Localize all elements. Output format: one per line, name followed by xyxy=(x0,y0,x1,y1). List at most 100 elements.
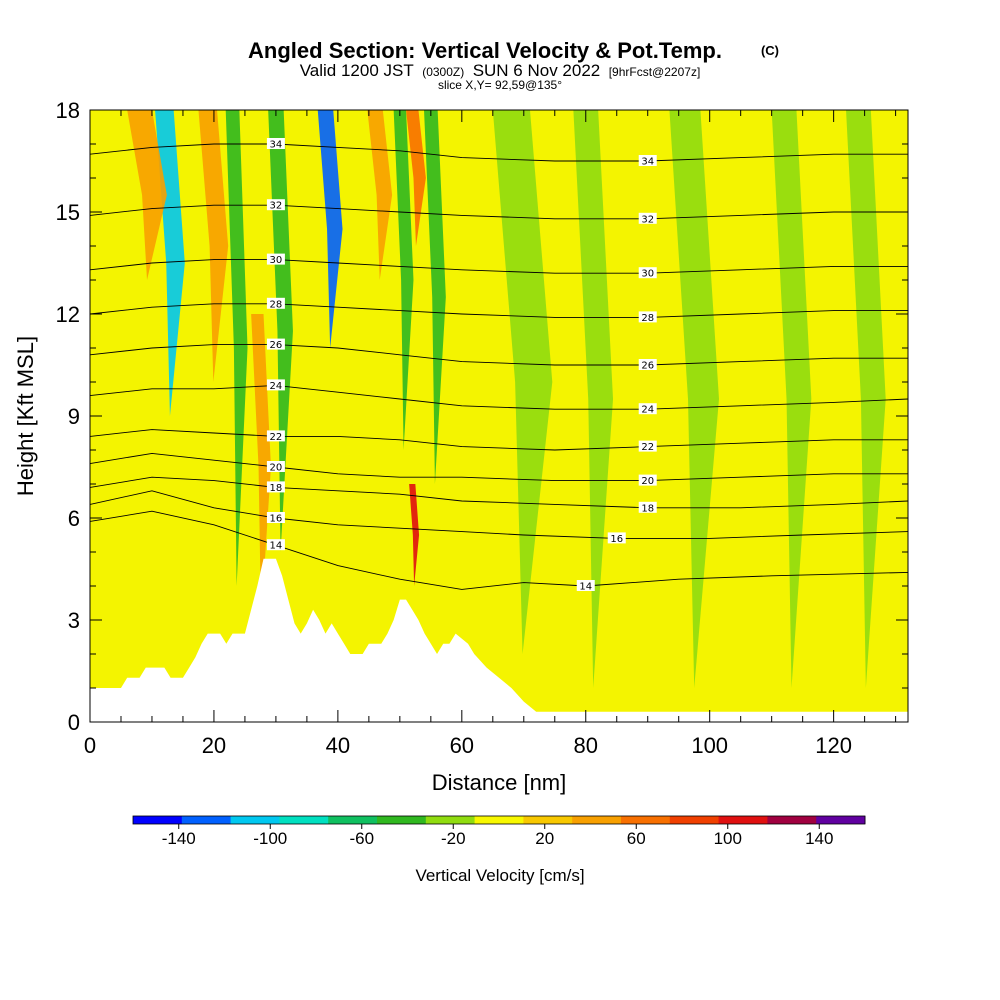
contour-label-bg xyxy=(266,297,285,309)
colorbar-frame xyxy=(132,815,866,825)
x-axis-label: Distance [nm] xyxy=(432,770,567,795)
plot-area: 14 14 16 16 18 18 20 20 22 22 24 24 26 26 28 28 30 30 32 32… xyxy=(90,110,908,722)
velocity-band-14 xyxy=(669,110,719,688)
contour-label-bg xyxy=(266,430,285,442)
colorbar-tick-label: -20 xyxy=(441,829,466,848)
colorbar-swatch xyxy=(279,816,329,824)
contour-30 xyxy=(90,259,908,274)
x-tick-label: 40 xyxy=(326,733,350,758)
y-axis: 0 3 6 9 12 15 18 xyxy=(56,98,908,735)
contour-label-bg xyxy=(638,267,657,279)
contour-26 xyxy=(90,344,908,366)
contour-label-22: 22 xyxy=(270,432,283,443)
contour-label-bg xyxy=(266,512,285,523)
velocity-band-11 xyxy=(406,110,426,246)
velocity-band-10 xyxy=(409,484,420,586)
chart-title: Angled Section: Vertical Velocity & Pot.… xyxy=(248,38,722,63)
subtitle-utc: (0300Z) xyxy=(422,65,464,79)
contour-label-bg xyxy=(266,253,285,265)
colorbar-swatch xyxy=(425,816,476,824)
colorbar-swatch xyxy=(621,816,671,824)
contour-label-30: 30 xyxy=(641,269,654,280)
velocity-band-3 xyxy=(268,110,293,552)
colorbar-swatch xyxy=(816,816,866,824)
velocity-band-8 xyxy=(251,314,271,620)
contour-label-28: 28 xyxy=(641,313,654,324)
x-tick-label: 60 xyxy=(450,733,474,758)
velocity-band-13 xyxy=(573,110,614,688)
colorbar-swatch xyxy=(669,816,720,824)
contour-label-bg xyxy=(266,481,285,493)
x-tick-label: 0 xyxy=(84,733,96,758)
contour-label-30: 30 xyxy=(270,255,283,266)
contour-20 xyxy=(90,452,908,482)
contour-18 xyxy=(90,476,908,509)
contour-label-32: 32 xyxy=(641,214,654,225)
contour-label-24: 24 xyxy=(641,405,654,416)
colorbar-tick-label: -140 xyxy=(162,829,196,848)
contour-label-14: 14 xyxy=(270,541,283,552)
colorbar-swatch xyxy=(377,816,427,824)
y-tick-label: 0 xyxy=(68,710,80,735)
y-tick-label: 18 xyxy=(56,98,80,123)
contour-label-bg xyxy=(638,440,657,452)
velocity-band-2 xyxy=(317,110,343,348)
subtitle-date: SUN 6 Nov 2022 xyxy=(473,61,601,80)
colorbar-swatch xyxy=(767,816,817,824)
x-tick-label: 120 xyxy=(815,733,852,758)
y-tick-label: 15 xyxy=(56,200,80,225)
contour-label-bg xyxy=(576,580,595,591)
colorbar-swatch xyxy=(328,816,378,824)
y-tick-label: 12 xyxy=(56,302,80,327)
velocity-band-4 xyxy=(393,110,414,450)
colorbar-label: Vertical Velocity [cm/s] xyxy=(415,866,584,885)
contour-label-bg xyxy=(638,474,657,486)
contour-label-26: 26 xyxy=(641,361,654,372)
colorbar-swatch xyxy=(718,816,768,824)
y-tick-label: 6 xyxy=(68,506,80,531)
colorbar: -140 -100 -60 -20 20 60 100 140 xyxy=(132,815,866,848)
x-tick-label: 100 xyxy=(691,733,728,758)
velocity-band-7 xyxy=(127,110,167,280)
colorbar-swatch xyxy=(133,816,183,824)
contour-label-bg xyxy=(638,403,657,415)
colorbar-swatch xyxy=(572,816,622,824)
contour-label-34: 34 xyxy=(641,157,654,168)
contour-label-22: 22 xyxy=(641,442,654,453)
colorbar-swatch xyxy=(181,816,232,824)
contour-14 xyxy=(90,510,908,590)
y-tick-label: 3 xyxy=(68,608,80,633)
theta-contours: 14 14 16 16 18 18 20 20 22 22 24 24 26 26 28 28 30 30 32 32… xyxy=(90,138,908,593)
x-tick-label: 80 xyxy=(574,733,598,758)
contour-32 xyxy=(90,204,908,220)
contour-label-bg xyxy=(266,199,285,211)
terrain xyxy=(90,558,908,722)
contour-24 xyxy=(90,384,908,410)
contour-label-bg xyxy=(266,461,285,472)
contour-label-18: 18 xyxy=(270,483,283,494)
x-tick-label: 20 xyxy=(202,733,226,758)
contour-label-16: 16 xyxy=(610,534,623,545)
contour-label-34: 34 xyxy=(270,140,283,151)
velocity-band-12 xyxy=(492,110,553,654)
chart-subtitle-slice: slice X,Y= 92,59@135° xyxy=(438,78,562,92)
velocity-band-16 xyxy=(846,110,886,688)
contour-label-18: 18 xyxy=(641,503,654,514)
colorbar-swatch xyxy=(474,816,524,824)
colorbar-tick-label: 60 xyxy=(627,829,646,848)
colorbar-tick-label: 100 xyxy=(714,829,742,848)
contour-label-26: 26 xyxy=(270,340,283,351)
y-axis-label: Height [Kft MSL] xyxy=(13,336,38,496)
velocity-field xyxy=(127,110,886,688)
contour-label-bg xyxy=(607,532,626,544)
contour-label-bg xyxy=(266,338,285,350)
contour-label-20: 20 xyxy=(270,463,283,474)
chart-subtitle: Valid 1200 JST (0300Z) SUN 6 Nov 2022 [9… xyxy=(300,61,701,80)
subtitle-forecast: [9hrFcst@2207z] xyxy=(609,65,701,79)
contour-label-bg xyxy=(266,539,285,551)
velocity-band-1 xyxy=(225,110,248,586)
contour-34 xyxy=(90,143,908,162)
contour-label-bg xyxy=(638,311,657,323)
contour-label-bg xyxy=(638,501,657,513)
contour-16 xyxy=(90,490,908,539)
